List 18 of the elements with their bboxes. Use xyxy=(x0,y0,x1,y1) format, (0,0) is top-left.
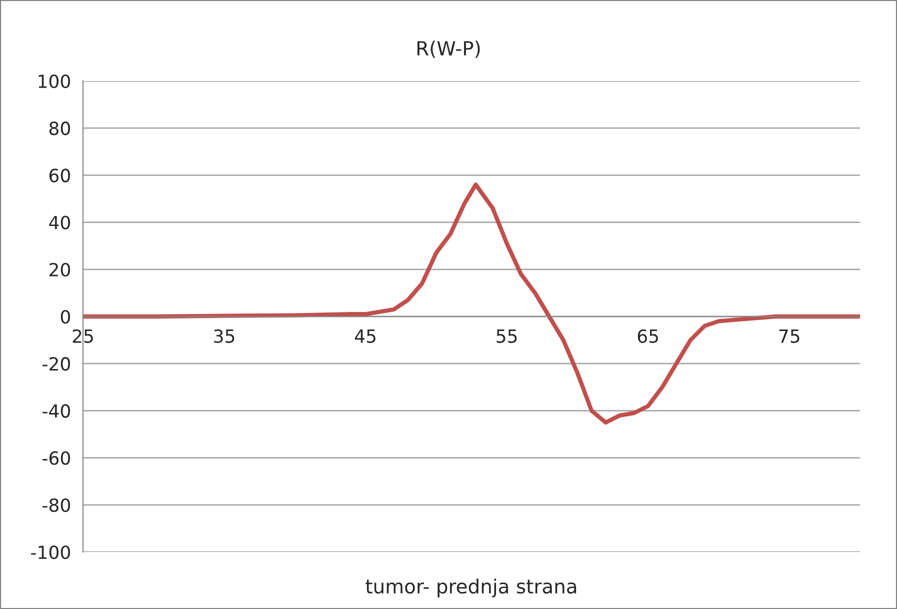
x-tick-label: 65 xyxy=(638,329,658,343)
y-tick-label: -20 xyxy=(42,357,70,371)
x-tick-label: 75 xyxy=(779,330,800,343)
y-tick-label: -40 xyxy=(42,404,70,418)
y-tick-label: 100 xyxy=(38,74,70,88)
y-tick-label: -60 xyxy=(42,451,70,465)
y-tick-label: -100 xyxy=(31,545,70,560)
y-tick-label: 40 xyxy=(49,216,70,230)
y-tick-label: -80 xyxy=(42,498,70,512)
x-tick-label: 55 xyxy=(496,330,517,343)
x-tick-label: 45 xyxy=(354,330,376,343)
x-axis-title: tumor- prednja strana xyxy=(366,578,576,598)
x-tick-label: 35 xyxy=(214,329,234,343)
y-tick-label: 80 xyxy=(49,122,70,136)
chart-title: R(W-P) xyxy=(417,40,480,58)
y-tick-label: 0 xyxy=(60,310,70,324)
y-tick-label: 20 xyxy=(50,262,70,277)
y-tick-label: 60 xyxy=(49,168,70,182)
